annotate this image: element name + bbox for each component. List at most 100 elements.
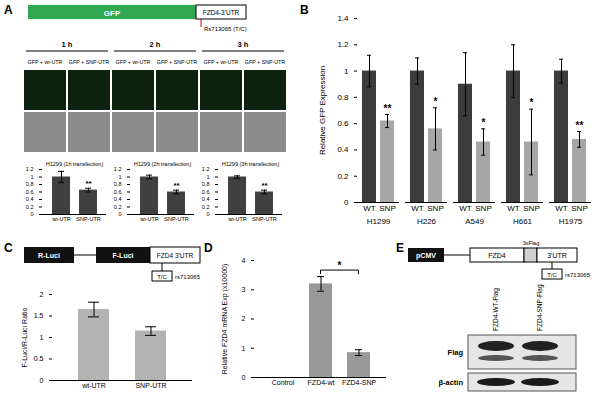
svg-text:**: ** — [576, 120, 584, 131]
svg-text:0.4: 0.4 — [337, 145, 349, 154]
svg-text:Relative FZD4 mRNA Exp (x10000: Relative FZD4 mRNA Exp (x10000) — [221, 264, 229, 374]
svg-text:**: ** — [384, 103, 392, 114]
svg-text:1: 1 — [206, 174, 209, 180]
svg-text:SNP-UTR: SNP-UTR — [164, 216, 188, 222]
svg-text:GFP + SNP-UTR: GFP + SNP-UTR — [245, 59, 286, 65]
svg-text:FZD4-SNP-Flag: FZD4-SNP-Flag — [536, 284, 544, 331]
svg-text:1 h: 1 h — [62, 40, 73, 49]
svg-text:Relative GFP Expression: Relative GFP Expression — [318, 66, 327, 155]
svg-text:FZD4-SNP: FZD4-SNP — [342, 379, 377, 386]
svg-text:3 h: 3 h — [238, 40, 249, 49]
svg-text:rs713065: rs713065 — [565, 272, 591, 278]
svg-text:F-Luci/R-Luci Ratio: F-Luci/R-Luci Ratio — [21, 307, 28, 367]
svg-text:2 h: 2 h — [150, 40, 161, 49]
svg-text:wt-UTR: wt-UTR — [139, 216, 159, 222]
svg-text:SNP: SNP — [523, 204, 539, 213]
svg-text:C: C — [4, 241, 13, 255]
svg-text:*: * — [338, 260, 342, 271]
svg-text:1.2: 1.2 — [26, 166, 34, 172]
svg-text:H1299 (2h transfection): H1299 (2h transfection) — [134, 161, 192, 167]
svg-text:FZD4: FZD4 — [488, 252, 506, 259]
svg-text:3'UTR: 3'UTR — [547, 252, 567, 259]
svg-text:*: * — [434, 96, 438, 107]
svg-text:0.8: 0.8 — [26, 181, 34, 187]
svg-text:wt-UTR: wt-UTR — [51, 216, 71, 222]
svg-text:E: E — [396, 241, 404, 255]
svg-text:0: 0 — [344, 198, 349, 207]
svg-text:0.2: 0.2 — [114, 204, 122, 210]
svg-text:T/C: T/C — [547, 272, 557, 278]
svg-text:SNP-UTR: SNP-UTR — [135, 382, 166, 389]
svg-text:SNP: SNP — [379, 204, 395, 213]
svg-text:0.4: 0.4 — [202, 196, 210, 202]
svg-text:F-Luci: F-Luci — [113, 252, 134, 259]
svg-text:WT: WT — [459, 204, 472, 213]
svg-text:0.6: 0.6 — [26, 189, 34, 195]
svg-text:A: A — [4, 3, 13, 17]
svg-text:SNP: SNP — [427, 204, 443, 213]
svg-text:H1299 (3h transfection): H1299 (3h transfection) — [222, 161, 280, 167]
svg-text:1: 1 — [118, 174, 121, 180]
svg-text:1.4: 1.4 — [337, 14, 349, 23]
svg-text:0.6: 0.6 — [337, 119, 349, 128]
svg-text:0.8: 0.8 — [202, 181, 210, 187]
svg-text:WT: WT — [363, 204, 376, 213]
svg-text:1: 1 — [242, 344, 246, 351]
svg-text:0: 0 — [206, 211, 209, 217]
svg-text:0.8: 0.8 — [114, 181, 122, 187]
svg-text:rs713065: rs713065 — [175, 274, 201, 280]
svg-text:T/C: T/C — [157, 274, 167, 280]
svg-text:0.6: 0.6 — [202, 189, 210, 195]
svg-text:GFP: GFP — [104, 9, 121, 18]
svg-text:GFP + SNP-UTR: GFP + SNP-UTR — [69, 59, 110, 65]
svg-text:0.2: 0.2 — [26, 204, 34, 210]
svg-text:SNP-UTR: SNP-UTR — [76, 216, 100, 222]
svg-text:wt-UTR: wt-UTR — [81, 382, 106, 389]
svg-text:pCMV: pCMV — [416, 252, 436, 260]
svg-text:GFP + SNP-UTR: GFP + SNP-UTR — [157, 59, 198, 65]
svg-text:1.5: 1.5 — [34, 312, 44, 319]
svg-text:H226: H226 — [417, 217, 437, 226]
svg-text:2: 2 — [40, 291, 44, 298]
svg-text:0.4: 0.4 — [26, 196, 34, 202]
svg-text:0.2: 0.2 — [337, 172, 349, 181]
svg-text:4: 4 — [242, 257, 246, 264]
svg-text:R-Luci: R-Luci — [38, 252, 60, 259]
svg-text:A549: A549 — [465, 217, 484, 226]
svg-text:FZD4-wt: FZD4-wt — [308, 379, 335, 386]
svg-text:H661: H661 — [513, 217, 533, 226]
svg-text:**: ** — [173, 181, 180, 190]
svg-text:GFP + wt-UTR: GFP + wt-UTR — [116, 59, 151, 65]
svg-text:2: 2 — [242, 315, 246, 322]
svg-text:0.2: 0.2 — [202, 204, 210, 210]
svg-text:Flag: Flag — [448, 348, 464, 357]
svg-text:0: 0 — [118, 211, 121, 217]
svg-text:SNP: SNP — [475, 204, 491, 213]
svg-text:**: ** — [261, 181, 268, 190]
svg-text:0.6: 0.6 — [114, 189, 122, 195]
svg-text:FZD4-WT-Flag: FZD4-WT-Flag — [492, 288, 500, 331]
svg-text:FZD4-3'UTR: FZD4-3'UTR — [203, 9, 240, 16]
svg-text:**: ** — [85, 179, 92, 188]
svg-text:0: 0 — [242, 374, 246, 381]
svg-text:H1299: H1299 — [367, 217, 391, 226]
svg-text:0.5: 0.5 — [34, 355, 44, 362]
svg-text:0.8: 0.8 — [337, 93, 349, 102]
svg-text:H1975: H1975 — [559, 217, 583, 226]
svg-text:*: * — [530, 97, 534, 108]
svg-text:SNP: SNP — [571, 204, 587, 213]
svg-text:Control: Control — [272, 379, 295, 386]
svg-text:WT: WT — [411, 204, 424, 213]
svg-text:β-actin: β-actin — [438, 378, 463, 387]
svg-text:*: * — [482, 117, 486, 128]
svg-text:GFP + wt-UTR: GFP + wt-UTR — [28, 59, 63, 65]
svg-text:D: D — [204, 241, 213, 255]
svg-text:0.4: 0.4 — [114, 196, 122, 202]
svg-text:FZD4 3'UTR: FZD4 3'UTR — [157, 252, 194, 259]
svg-text:1: 1 — [40, 334, 44, 341]
svg-text:wt-UTR: wt-UTR — [227, 216, 247, 222]
svg-text:1.2: 1.2 — [337, 40, 349, 49]
svg-text:0: 0 — [30, 211, 33, 217]
svg-text:SNP-UTR: SNP-UTR — [252, 216, 276, 222]
svg-text:Rs713065 (T/C): Rs713065 (T/C) — [204, 26, 247, 32]
